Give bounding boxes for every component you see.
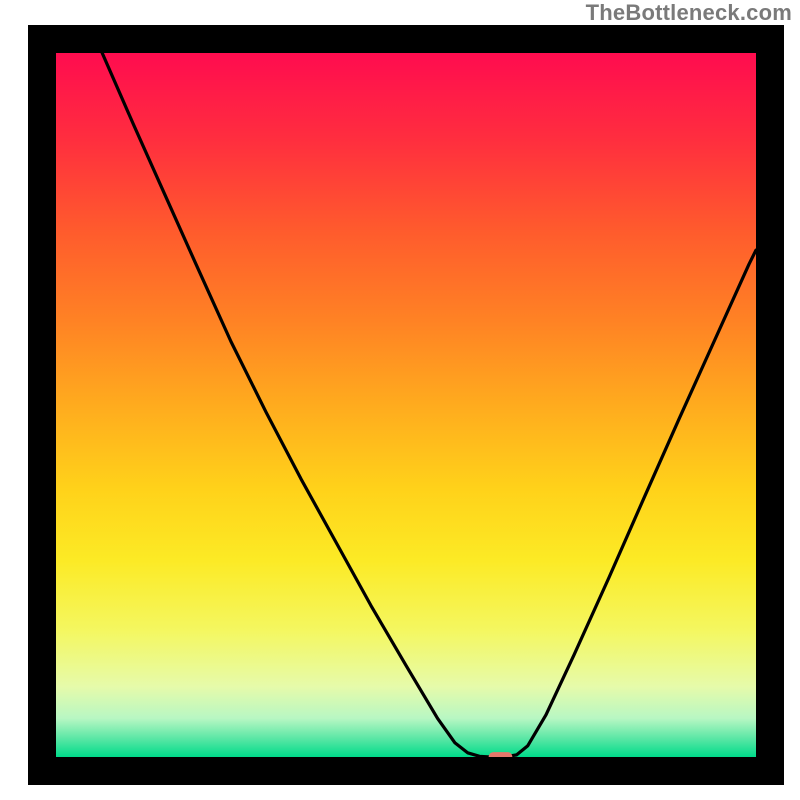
plot-border — [28, 25, 784, 785]
chart-canvas: { "watermark_text": "TheBottleneck.com",… — [0, 0, 800, 800]
watermark-text: TheBottleneck.com — [586, 0, 792, 26]
